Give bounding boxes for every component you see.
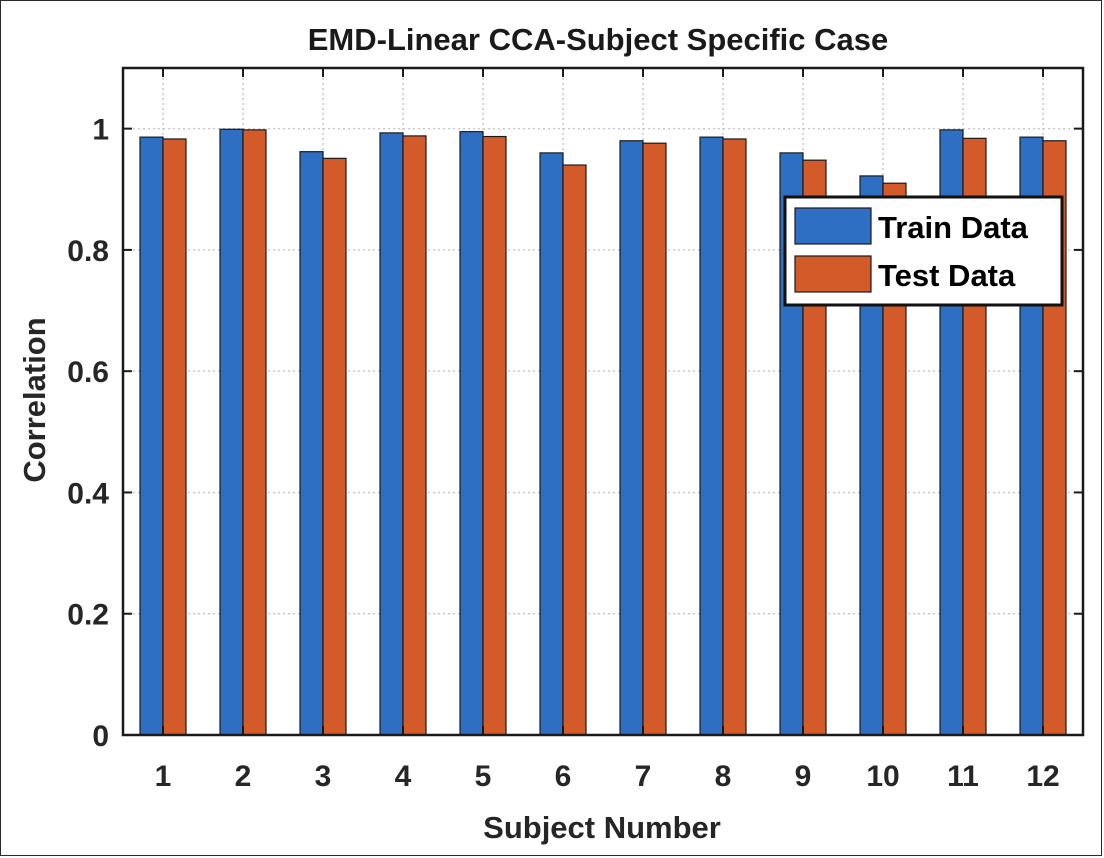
- y-tick-label: 0.6: [67, 356, 109, 389]
- x-tick-label: 4: [395, 760, 412, 793]
- x-tick-label: 11: [947, 760, 979, 793]
- x-tick-label: 9: [795, 760, 812, 793]
- bar-train-data: [459, 131, 484, 736]
- x-tick-label: 10: [866, 760, 899, 793]
- legend-label-test: Test Data: [878, 258, 1016, 293]
- y-tick-label: 0: [92, 720, 109, 753]
- legend-label-train: Train Data: [878, 210, 1029, 245]
- bar-test-data: [402, 135, 427, 736]
- chart-title: EMD-Linear CCA-Subject Specific Case: [308, 22, 889, 57]
- legend: Train Data Test Data: [783, 195, 1064, 307]
- bar-test-data: [562, 164, 587, 736]
- x-axis-label: Subject Number: [483, 810, 721, 845]
- y-tick-label: 0.4: [67, 477, 109, 510]
- bar-train-data: [299, 151, 324, 736]
- bar-test-data: [482, 135, 507, 736]
- y-axis-label: Correlation: [17, 317, 52, 482]
- x-tick-label: 2: [235, 760, 252, 793]
- x-tick-label: 12: [1026, 760, 1059, 793]
- bar-train-data: [619, 140, 644, 736]
- x-tick-label: 7: [635, 760, 652, 793]
- grid: [123, 68, 1083, 735]
- bar-train-data: [139, 136, 164, 736]
- x-tick-label: 1: [155, 760, 172, 793]
- bar-train-data: [699, 136, 724, 736]
- x-tick-label: 8: [715, 760, 732, 793]
- legend-swatch-test: [794, 255, 872, 293]
- bar-test-data: [642, 142, 667, 736]
- bars: [139, 128, 1067, 736]
- legend-swatch-train: [794, 207, 872, 245]
- y-tick-label: 0.2: [67, 599, 109, 632]
- bar-train-data: [539, 152, 564, 736]
- axes: 00.20.40.60.811 2 3 4 5 6 7 8 9 10 11 12: [67, 66, 1085, 793]
- x-tick-label: 5: [475, 760, 492, 793]
- bar-test-data: [162, 138, 187, 736]
- bar-train-data: [219, 128, 244, 736]
- plot-area-border: [121, 66, 1085, 737]
- bar-test-data: [242, 129, 267, 736]
- x-tick-label: 3: [315, 760, 332, 793]
- bar-test-data: [322, 157, 347, 736]
- y-tick-label: 0.8: [67, 235, 109, 268]
- bar-train-data: [379, 132, 404, 736]
- x-tick-label: 6: [555, 760, 572, 793]
- y-tick-label: 1: [92, 114, 109, 147]
- bar-test-data: [722, 138, 747, 736]
